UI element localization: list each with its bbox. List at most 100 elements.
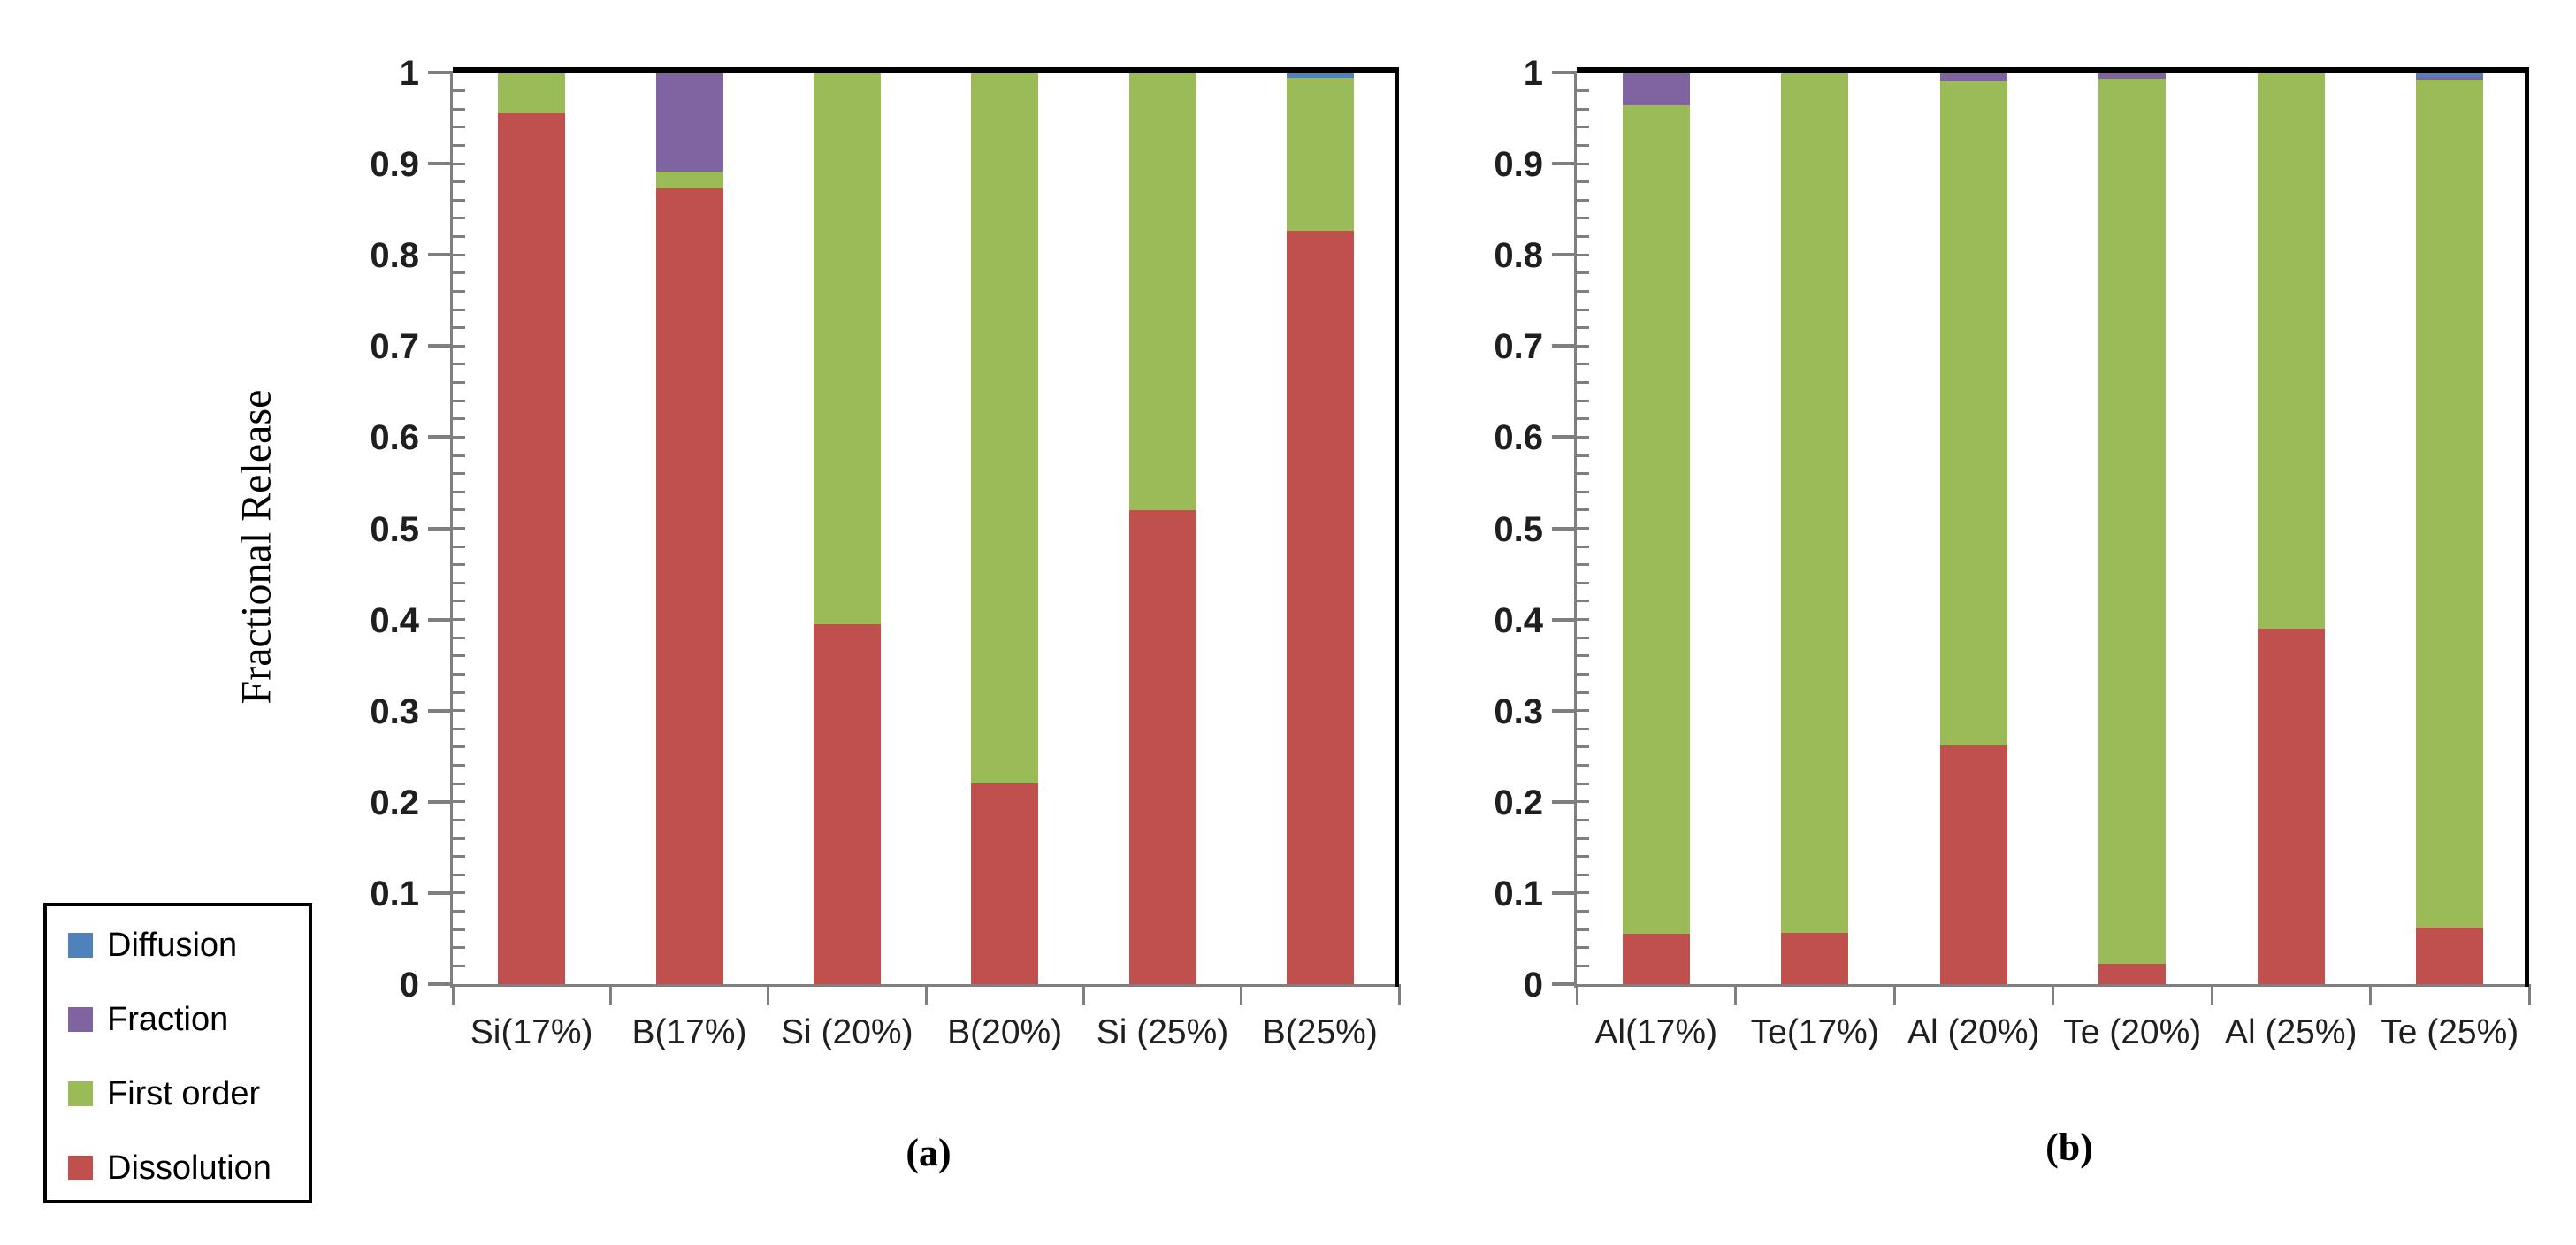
x-boundary-tick <box>1240 984 1243 1005</box>
x-category-label: Al(17%) <box>1594 1013 1718 1051</box>
bar-segment-first-order <box>1286 78 1354 232</box>
bar-al17 <box>1622 73 1690 984</box>
y-minor-tick <box>453 107 465 111</box>
y-minor-tick <box>1577 344 1589 348</box>
y-minor-tick <box>1577 855 1589 859</box>
y-axis-title: Fractional Release <box>233 389 280 705</box>
y-minor-tick <box>453 618 465 622</box>
y-tick-label: 1 <box>399 54 419 93</box>
bar-segment-dissolution <box>2098 964 2167 984</box>
caption-a: (a) <box>906 1131 952 1174</box>
y-minor-tick <box>1577 964 1589 967</box>
y-minor-tick <box>1577 180 1589 184</box>
bar-al25 <box>2257 73 2325 984</box>
y-minor-tick <box>1577 143 1589 147</box>
y-major-tick <box>1552 526 1577 531</box>
y-minor-tick <box>1577 563 1589 567</box>
y-minor-tick <box>1577 928 1589 931</box>
y-minor-tick <box>453 836 465 840</box>
y-minor-tick <box>453 435 465 439</box>
y-minor-tick <box>453 162 465 165</box>
y-minor-tick <box>1577 545 1589 548</box>
y-tick-label: 0.3 <box>1494 691 1543 731</box>
bar-segment-dissolution <box>1939 745 2007 984</box>
y-minor-tick <box>453 363 465 366</box>
bar-si25 <box>1128 73 1196 984</box>
y-tick-label: 0.8 <box>370 236 419 276</box>
y-minor-tick <box>453 198 465 202</box>
y-tick-label: 0.1 <box>1494 874 1543 913</box>
y-minor-tick <box>1577 162 1589 165</box>
y-tick-label: 0.7 <box>1494 327 1543 367</box>
y-major-tick <box>428 71 453 74</box>
bar-segment-dissolution <box>2416 928 2484 984</box>
y-tick-label: 0.8 <box>1494 236 1543 276</box>
x-boundary-tick <box>1734 984 1737 1005</box>
x-category-label: Al (25%) <box>2224 1013 2358 1051</box>
plot-top-border <box>453 67 1399 73</box>
y-minor-tick <box>453 636 465 639</box>
y-minor-tick <box>453 855 465 859</box>
y-minor-tick <box>1577 271 1589 275</box>
legend-label: Dissolution <box>107 1150 271 1187</box>
bar-segment-dissolution <box>971 783 1039 984</box>
legend-swatch-icon <box>68 933 93 958</box>
x-boundary-tick <box>2369 984 2372 1005</box>
y-axis-line <box>1574 73 1577 988</box>
y-minor-tick <box>453 344 465 348</box>
x-boundary-tick <box>2052 984 2054 1005</box>
y-minor-tick <box>453 764 465 768</box>
y-minor-tick <box>453 289 465 293</box>
x-boundary-tick <box>1082 984 1085 1005</box>
x-category-label: Te(17%) <box>1750 1013 1879 1051</box>
y-minor-tick <box>1577 454 1589 457</box>
y-minor-tick <box>1577 636 1589 639</box>
y-major-tick <box>1552 708 1577 713</box>
plot-top-border <box>1577 67 2529 73</box>
y-tick-label: 0.7 <box>370 327 419 367</box>
y-minor-tick <box>1577 782 1589 785</box>
bar-segment-first-order <box>2257 73 2325 629</box>
y-minor-tick <box>1577 800 1589 804</box>
bar-segment-first-order <box>971 73 1039 784</box>
legend-label: First order <box>107 1075 261 1112</box>
y-major-tick <box>428 344 453 348</box>
bar-segment-first-order <box>2098 79 2167 965</box>
x-category-label: Si (20%) <box>781 1013 913 1051</box>
y-minor-tick <box>453 672 465 676</box>
x-boundary-tick <box>1397 984 1401 1005</box>
y-tick-label: 0.2 <box>1494 783 1543 822</box>
bar-b20 <box>971 73 1039 984</box>
y-minor-tick <box>1577 581 1589 584</box>
bar-segment-fraction <box>1622 73 1690 106</box>
y-minor-tick <box>453 472 465 476</box>
y-minor-tick <box>453 946 465 950</box>
y-minor-tick <box>453 563 465 567</box>
y-minor-tick <box>453 143 465 147</box>
y-minor-tick <box>1577 235 1589 239</box>
bar-segment-dissolution <box>498 113 566 984</box>
legend-item-first-order: First order <box>68 1076 260 1111</box>
bar-segment-dissolution <box>1128 509 1196 984</box>
y-major-tick <box>1552 982 1577 986</box>
y-minor-tick <box>1577 253 1589 256</box>
legend-label: Diffusion <box>107 927 238 964</box>
y-major-tick <box>1552 253 1577 257</box>
bar-segment-dissolution <box>813 623 881 984</box>
y-minor-tick <box>453 508 465 512</box>
bar-segment-first-order <box>1781 73 1849 934</box>
x-category-label: B(20%) <box>947 1013 1063 1051</box>
x-boundary-tick <box>767 984 770 1005</box>
x-boundary-tick <box>2527 984 2531 1005</box>
bar-segment-first-order <box>1622 105 1690 935</box>
y-major-tick <box>1552 799 1577 804</box>
y-tick-label: 0.6 <box>370 418 419 458</box>
y-major-tick <box>1552 617 1577 622</box>
bar-segment-dissolution <box>655 187 723 984</box>
y-tick-label: 1 <box>1523 54 1543 93</box>
bar-si17 <box>498 73 566 984</box>
y-minor-tick <box>1577 381 1589 385</box>
y-minor-tick <box>453 800 465 804</box>
y-minor-tick <box>453 873 465 876</box>
